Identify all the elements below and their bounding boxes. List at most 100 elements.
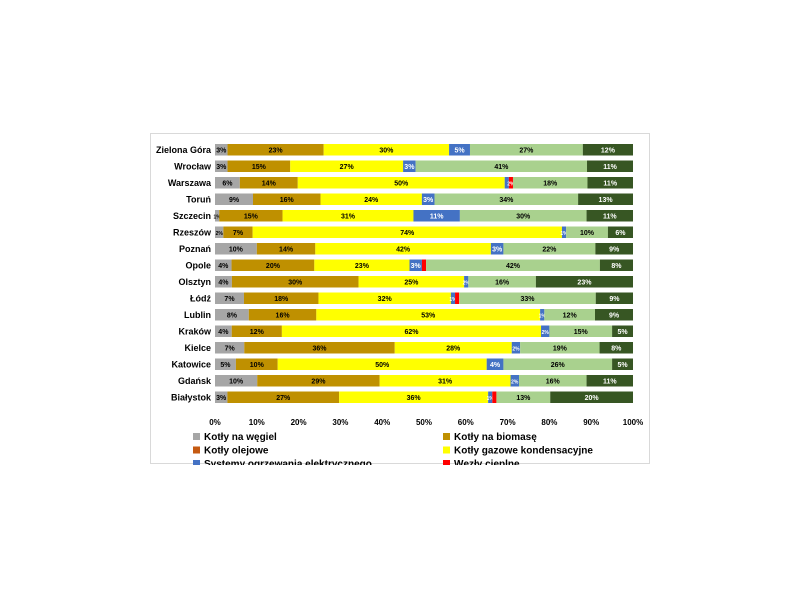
data-label-lodz-pompy-ciepla-gruntowe: 9% [609, 296, 620, 303]
data-label-warszawa-kotly-gazowe-kondensacyjne: 50% [394, 180, 409, 187]
bar-segment-lublin-kotly-na-biomase [248, 309, 317, 321]
bar-segment-zielona-gora-kotly-na-biomase [227, 144, 324, 156]
data-label-szczecin-kotly-na-biomase: 15% [244, 213, 259, 220]
legend-label-kotly-na-wegiel: Kotły na węgiel [204, 432, 277, 443]
bar-segment-torun-kotly-na-wegiel [215, 193, 253, 205]
data-label-lodz-kotly-gazowe-kondensacyjne: 32% [378, 296, 393, 303]
bar-segment-krakow-systemy-ogrzewania-elektrycznego [541, 325, 550, 337]
bar-segment-lodz-kotly-na-biomase [243, 292, 319, 304]
data-label-lublin-pompy-ciepla-gruntowe: 9% [609, 312, 620, 319]
x-tick-label: 0% [209, 418, 221, 427]
category-label-bialystok: Białystok [171, 392, 212, 402]
bar-segment-poznan-kotly-na-wegiel [215, 243, 257, 255]
bar-segment-warszawa-pompy-ciepla-powietrzne [512, 177, 588, 189]
data-label-torun-systemy-ogrzewania-elektrycznego: 3% [423, 197, 434, 204]
category-labels: Zielona Góra Wrocław Warszawa Toruń Szczecin… [156, 145, 212, 403]
data-label-bialystok-kotly-na-wegiel: 3% [216, 395, 227, 402]
legend-label-kotly-olejowe: Kotły olejowe [204, 446, 269, 457]
data-label-rzeszow-systemy-ogrzewania-elektrycznego: 1% [560, 231, 568, 237]
data-label-olsztyn-kotly-na-biomase: 30% [288, 279, 303, 286]
legend-swatch-systemy-ogrzewania-elektrycznego [193, 460, 200, 465]
data-label-lodz-kotly-na-wegiel: 7% [224, 296, 235, 303]
category-label-olsztyn: Olsztyn [178, 277, 211, 287]
data-label-szczecin-pompy-ciepla-gruntowe: 11% [603, 213, 617, 220]
bar-segment-szczecin-kotly-na-biomase [219, 210, 283, 222]
bar-segment-torun-kotly-gazowe-kondensacyjne [320, 193, 422, 205]
x-tick-label: 80% [541, 418, 557, 427]
data-label-zielona-gora-pompy-ciepla-powietrzne: 27% [519, 147, 534, 154]
data-label-wroclaw-kotly-na-wegiel: 3% [216, 164, 227, 171]
bar-segment-warszawa-systemy-ogrzewania-elektrycznego [504, 177, 509, 189]
bar-segment-torun-pompy-ciepla-gruntowe [578, 193, 633, 205]
data-label-olsztyn-kotly-na-wegiel: 4% [218, 279, 229, 286]
data-label-warszawa-pompy-ciepla-powietrzne: 18% [543, 180, 558, 187]
bar-segment-warszawa-pompy-ciepla-gruntowe [587, 177, 633, 189]
data-label-poznan-kotly-na-wegiel: 10% [229, 246, 244, 253]
bar-segment-olsztyn-pompy-ciepla-gruntowe [535, 276, 633, 288]
bar-segment-lublin-pompy-ciepla-gruntowe [595, 309, 633, 321]
data-label-zielona-gora-kotly-na-wegiel: 3% [216, 147, 227, 154]
data-label-krakow-kotly-gazowe-kondensacyjne: 62% [404, 329, 419, 336]
bar-segment-wroclaw-systemy-ogrzewania-elektrycznego [403, 160, 416, 172]
bar-segment-rzeszow-kotly-na-wegiel [215, 226, 224, 238]
data-label-wroclaw-kotly-na-biomase: 15% [252, 164, 267, 171]
bar-segment-wroclaw-kotly-na-biomase [227, 160, 291, 172]
bar-segment-bialystok-systemy-ogrzewania-elektrycznego [488, 391, 493, 403]
bar-segment-opole-systemy-ogrzewania-elektrycznego [409, 259, 422, 271]
bar-segment-lodz-kotly-gazowe-kondensacyjne [318, 292, 451, 304]
data-label-gdansk-kotly-na-biomase: 29% [311, 378, 326, 385]
bar-segment-lublin-kotly-na-wegiel [215, 309, 249, 321]
data-label-rzeszow-pompy-ciepla-gruntowe: 6% [615, 230, 626, 237]
data-label-kielce-pompy-ciepla-gruntowe: 8% [611, 345, 622, 352]
data-label-wroclaw-systemy-ogrzewania-elektrycznego: 3% [404, 164, 415, 171]
bar-segment-olsztyn-kotly-na-wegiel [215, 276, 232, 288]
data-label-zielona-gora-systemy-ogrzewania-elektrycznego: 5% [454, 147, 465, 154]
data-label-warszawa-kotly-na-wegiel: 6% [222, 180, 233, 187]
bar-segment-zielona-gora-pompy-ciepla-gruntowe [582, 144, 633, 156]
category-label-rzeszow: Rzeszów [173, 227, 212, 237]
bar-segment-rzeszow-pompy-ciepla-gruntowe [607, 226, 633, 238]
data-label-bialystok-systemy-ogrzewania-elektrycznego: 1% [487, 396, 495, 402]
bar-segment-opole-kotly-na-biomase [231, 259, 315, 271]
bar-segment-krakow-pompy-ciepla-gruntowe [612, 325, 633, 337]
legend-swatch-kotly-olejowe [193, 446, 200, 454]
data-label-katowice-pompy-ciepla-powietrzne: 26% [551, 362, 566, 369]
bar-segment-poznan-systemy-ogrzewania-elektrycznego [490, 243, 504, 255]
bar-segment-wroclaw-kotly-gazowe-kondensacyjne [290, 160, 404, 172]
data-label-gdansk-kotly-na-wegiel: 10% [229, 378, 244, 385]
bar-segment-wroclaw-pompy-ciepla-powietrzne [415, 160, 588, 172]
bar-segment-szczecin-systemy-ogrzewania-elektrycznego [413, 210, 460, 222]
bar-segment-krakow-kotly-gazowe-kondensacyjne [281, 325, 542, 337]
legend-label-systemy-ogrzewania-elektrycznego: Systemy ogrzewania elektrycznego [204, 459, 372, 465]
data-label-warszawa-wezly-cieplne: 2% [507, 181, 515, 187]
bar-segment-torun-systemy-ogrzewania-elektrycznego [421, 193, 435, 205]
category-label-gdansk: Gdańsk [178, 376, 212, 386]
data-label-poznan-kotly-na-biomase: 14% [279, 246, 294, 253]
bar-segment-poznan-pompy-ciepla-powietrzne [503, 243, 596, 255]
data-label-krakow-kotly-na-wegiel: 4% [218, 329, 229, 336]
legend-label-kotly-gazowe-kondensacyjne: Kotły gazowe kondensacyjne [454, 446, 593, 457]
data-label-opole-kotly-na-wegiel: 4% [218, 263, 229, 270]
bar-segment-opole-kotly-na-wegiel [215, 259, 232, 271]
bar-segment-katowice-systemy-ogrzewania-elektrycznego [486, 358, 504, 370]
bar-segment-lodz-pompy-ciepla-gruntowe [595, 292, 633, 304]
data-label-olsztyn-systemy-ogrzewania-elektrycznego: 2% [463, 280, 471, 286]
data-label-warszawa-pompy-ciepla-gruntowe: 11% [603, 180, 617, 187]
bar-segment-torun-pompy-ciepla-powietrzne [434, 193, 579, 205]
data-label-krakow-systemy-ogrzewania-elektrycznego: 2% [542, 330, 550, 336]
category-label-wroclaw: Wrocław [174, 161, 212, 171]
legend-swatch-kotly-na-wegiel [193, 433, 200, 440]
bar-segment-bialystok-kotly-na-wegiel [215, 391, 228, 403]
category-label-kielce: Kielce [184, 343, 211, 353]
x-axis-ticks: 0% 10% 20% 30% 40% 50% 60% 70% 80% 90% 100% [209, 418, 643, 427]
bar-segment-opole-pompy-ciepla-gruntowe [599, 259, 633, 271]
data-label-olsztyn-pompy-ciepla-powietrzne: 16% [495, 279, 510, 286]
category-label-zielona-gora: Zielona Góra [156, 145, 212, 155]
x-tick-label: 30% [332, 418, 348, 427]
bar-segment-gdansk-kotly-gazowe-kondensacyjne [379, 375, 511, 387]
data-label-rzeszow-kotly-na-biomase: 7% [233, 230, 244, 237]
bar-segment-krakow-kotly-na-biomase [231, 325, 282, 337]
bar-segment-szczecin-kotly-na-wegiel [215, 210, 220, 222]
data-label-poznan-kotly-gazowe-kondensacyjne: 42% [396, 246, 411, 253]
x-tick-label: 100% [623, 418, 643, 427]
